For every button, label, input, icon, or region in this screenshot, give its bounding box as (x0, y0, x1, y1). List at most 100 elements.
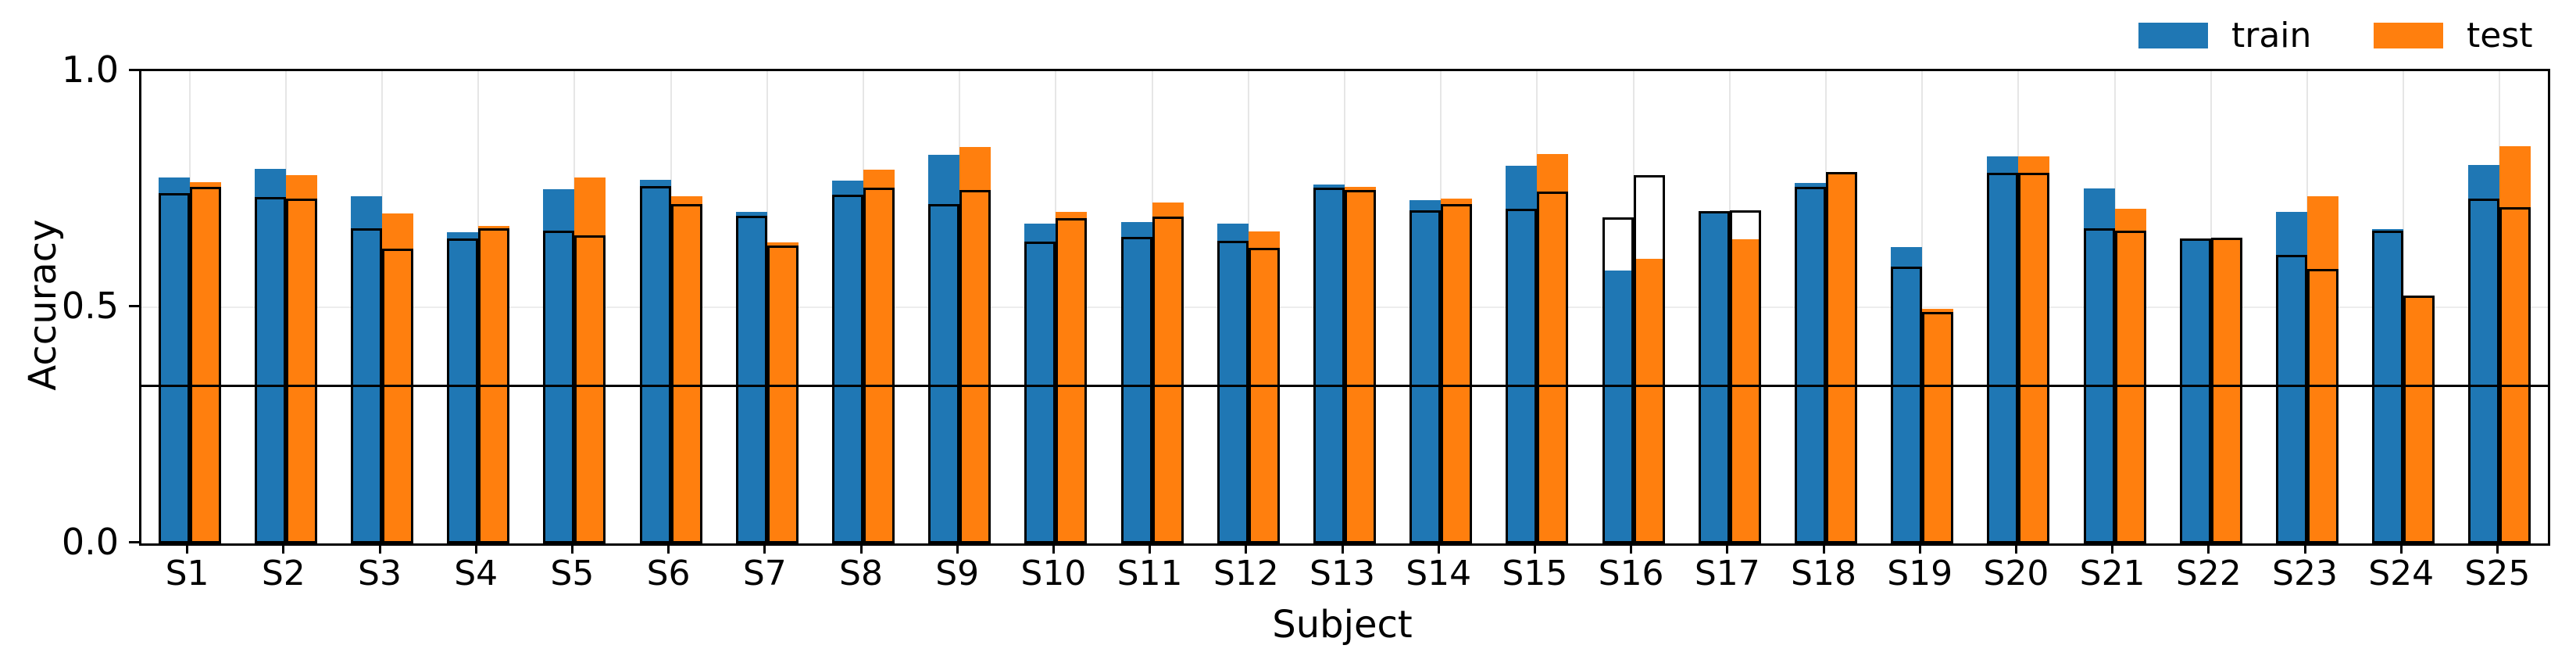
bar-test-outline-S7 (766, 246, 799, 543)
bar-train-S4 (447, 231, 479, 543)
bar-train-outline-S6 (639, 185, 671, 543)
x-tick-label: S18 (1791, 554, 1856, 593)
bar-test-outline-S9 (959, 190, 991, 543)
y-tick-label: 0.0 (61, 520, 119, 563)
x-tick-mark (378, 543, 381, 554)
bar-test-S20 (2018, 156, 2050, 543)
x-tick-mark (1918, 543, 1921, 554)
bar-test-S5 (574, 177, 606, 543)
x-tick-label: S9 (935, 554, 980, 593)
bar-train-outline-S11 (1120, 237, 1152, 543)
x-tick-label: S16 (1598, 554, 1664, 593)
bar-test-outline-S16 (1633, 174, 1665, 543)
bar-train-S15 (1506, 165, 1538, 543)
bar-train-S23 (2276, 212, 2307, 543)
bar-test-outline-S13 (1345, 190, 1376, 543)
x-tick-label: S10 (1020, 554, 1087, 593)
y-tick-mark (129, 305, 139, 307)
bar-test-S23 (2307, 196, 2338, 543)
legend-label-train: train (2231, 16, 2312, 56)
legend-label-test: test (2467, 16, 2533, 56)
x-tick-label: S24 (2368, 554, 2435, 593)
bar-test-outline-S10 (1056, 217, 1088, 543)
bar-train-S8 (832, 181, 863, 543)
bar-test-outline-S3 (382, 249, 413, 543)
x-tick-label: S7 (742, 554, 787, 593)
bar-train-outline-S9 (928, 204, 960, 543)
x-tick-mark (282, 543, 285, 554)
bar-train-S25 (2468, 165, 2500, 543)
bar-train-S21 (2083, 188, 2115, 543)
x-tick-mark (1052, 543, 1055, 554)
bar-train-S18 (1795, 182, 1826, 543)
bar-train-S3 (351, 196, 382, 543)
x-tick-mark (570, 543, 573, 554)
x-tick-label: S19 (1887, 554, 1953, 593)
x-tick-label: S15 (1502, 554, 1568, 593)
x-tick-mark (667, 543, 670, 554)
plot-area (139, 69, 2550, 546)
x-tick-label: S14 (1406, 554, 1472, 593)
bar-test-outline-S22 (2210, 238, 2242, 543)
bar-test-S24 (2403, 296, 2435, 543)
x-tick-label: S5 (550, 554, 595, 593)
bar-test-S14 (1441, 199, 1473, 543)
x-tick-label: S2 (261, 554, 305, 593)
x-tick-mark (1630, 543, 1633, 554)
y-tick-label: 1.0 (61, 48, 119, 91)
x-tick-label: S22 (2175, 554, 2242, 593)
bar-train-outline-S14 (1409, 210, 1442, 543)
x-tick-label: S3 (358, 554, 402, 593)
bar-train-S6 (639, 179, 671, 543)
x-tick-mark (956, 543, 959, 554)
bar-test-outline-S12 (1248, 247, 1280, 543)
bar-train-S14 (1409, 199, 1442, 543)
x-tick-mark (859, 543, 863, 554)
x-tick-mark (2207, 543, 2210, 554)
bar-test-outline-S17 (1729, 210, 1761, 543)
bar-train-outline-S12 (1217, 240, 1249, 543)
bar-test-S11 (1152, 202, 1184, 543)
x-tick-mark (2111, 543, 2114, 554)
x-axis-title: Subject (1272, 603, 1413, 647)
x-tick-label: S17 (1694, 554, 1760, 593)
x-tick-label: S25 (2464, 554, 2531, 593)
x-tick-label: S12 (1213, 554, 1279, 593)
x-tick-label: S6 (646, 554, 691, 593)
bar-test-S18 (1826, 171, 1857, 543)
bar-train-S10 (1024, 224, 1056, 543)
bar-train-outline-S19 (1891, 267, 1923, 543)
bar-train-S5 (543, 189, 575, 543)
bar-train-outline-S15 (1506, 209, 1538, 543)
bar-train-outline-S17 (1698, 210, 1730, 543)
bar-test-S1 (189, 181, 221, 543)
bar-test-outline-S1 (189, 186, 221, 543)
bar-train-outline-S18 (1795, 186, 1826, 543)
bar-test-outline-S6 (670, 203, 702, 543)
bar-train-outline-S23 (2276, 254, 2307, 543)
bar-train-S13 (1313, 184, 1345, 543)
x-tick-mark (763, 543, 766, 554)
bar-test-outline-S15 (1537, 192, 1569, 543)
bar-train-S11 (1120, 222, 1152, 543)
bar-train-outline-S2 (254, 197, 286, 543)
bar-test-S16 (1633, 258, 1665, 543)
x-tick-mark (1149, 543, 1152, 554)
bar-train-outline-S4 (447, 238, 479, 543)
bar-test-outline-S18 (1826, 171, 1857, 543)
x-tick-label: S8 (839, 554, 883, 593)
legend-swatch-train (2138, 23, 2208, 48)
x-tick-label: S21 (2079, 554, 2145, 593)
bar-test-S9 (959, 147, 991, 543)
bar-test-outline-S5 (574, 235, 606, 543)
bar-test-S8 (863, 170, 895, 543)
x-tick-mark (1341, 543, 1344, 554)
bar-test-outline-S8 (863, 188, 895, 543)
x-tick-label: S23 (2272, 554, 2338, 593)
bar-test-outline-S2 (285, 199, 317, 543)
bar-test-S22 (2210, 238, 2242, 543)
x-tick-label: S1 (165, 554, 209, 593)
bar-test-outline-S19 (1922, 312, 1954, 543)
x-tick-label: S20 (1983, 554, 2049, 593)
bar-train-S7 (735, 212, 767, 543)
